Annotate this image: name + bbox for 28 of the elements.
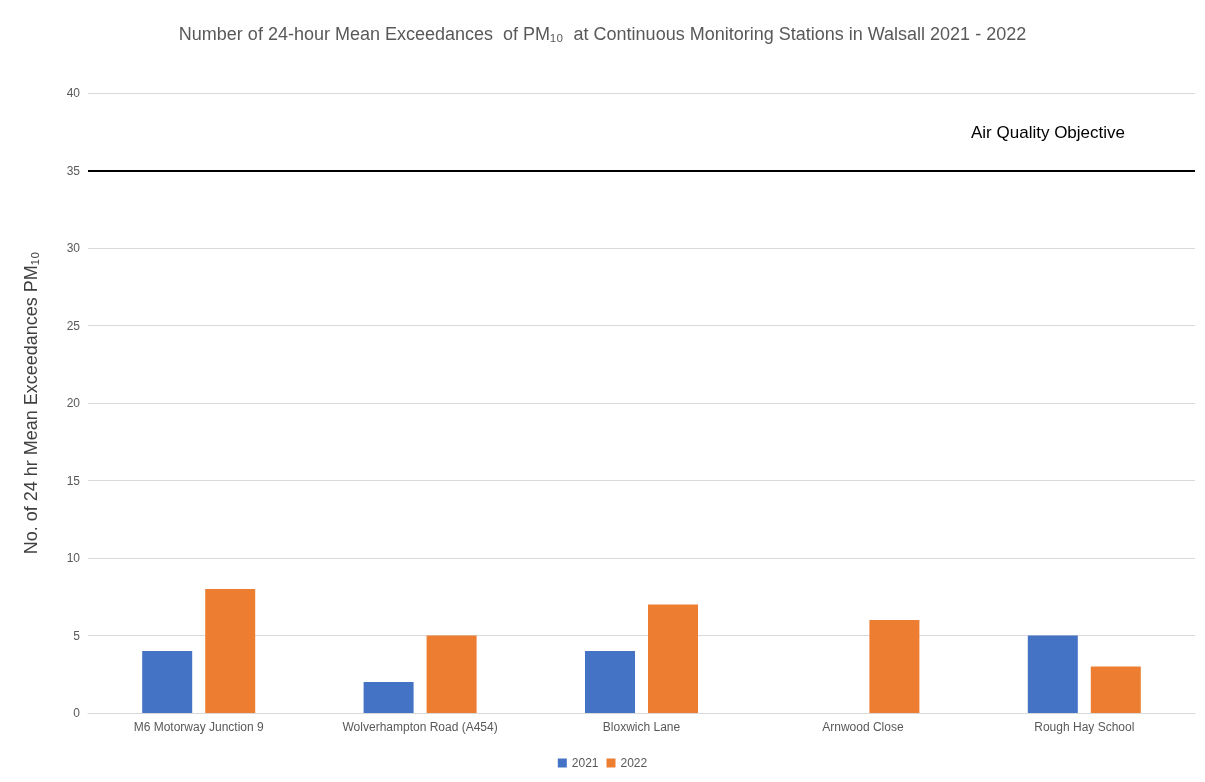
bar <box>648 604 698 713</box>
bar <box>869 620 920 713</box>
y-tick-label: 5 <box>73 628 81 643</box>
y-tick-label: 40 <box>66 86 81 100</box>
ref-line-label: Air Quality Objective <box>971 122 1125 142</box>
legend-label: 2021 <box>571 756 599 770</box>
x-tick-label: Arnwood Close <box>822 720 904 734</box>
y-axis-title: No. of 24 hr Mean Exceedances PM₁₀ <box>21 251 41 555</box>
y-tick-label: 0 <box>73 706 81 720</box>
legend-label: 2022 <box>620 756 648 770</box>
y-tick-label: 30 <box>66 241 81 255</box>
bar <box>205 589 256 713</box>
bar <box>363 682 414 713</box>
x-tick-label: M6 Motorway Junction 9 <box>133 720 265 734</box>
bar <box>142 651 193 713</box>
y-tick-label: 25 <box>66 318 81 333</box>
y-tick-label: 20 <box>66 396 81 410</box>
x-tick-label: Bloxwich Lane <box>602 720 681 734</box>
bar <box>1090 666 1141 713</box>
x-tick-label: Wolverhampton Road (A454) <box>342 720 498 734</box>
bar <box>585 651 635 713</box>
y-tick-label: 35 <box>66 163 81 178</box>
y-tick-label: 10 <box>66 551 81 565</box>
chart-title: Number of 24-hour Mean Exceedances of PM₁₀ at Continuous Monitoring Stations in Walsall 2021 - 2022 <box>178 24 1027 44</box>
x-tick-label: Rough Hay School <box>1034 720 1135 734</box>
bar <box>426 635 477 713</box>
bar <box>1027 635 1078 713</box>
y-tick-label: 15 <box>66 473 81 488</box>
